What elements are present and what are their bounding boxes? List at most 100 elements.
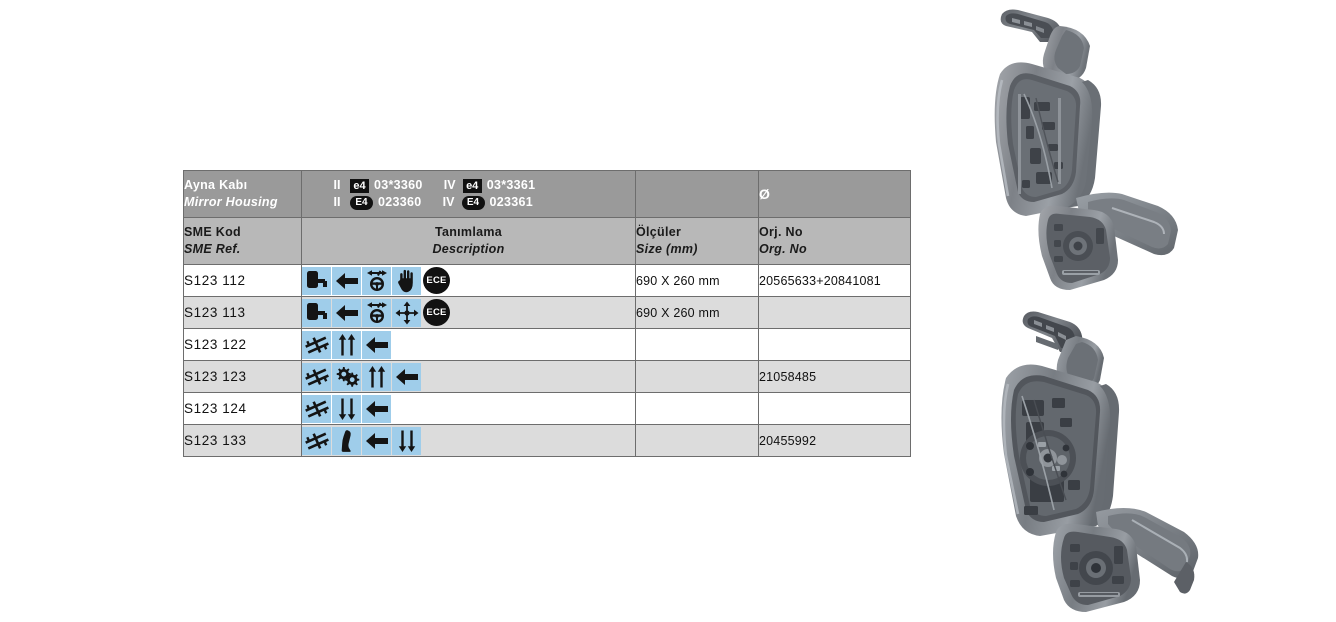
table-row: S123 123 [183, 360, 911, 393]
arrow-left-icon [332, 266, 361, 295]
row-original-no [758, 296, 911, 329]
arrow-left-icon [362, 330, 391, 359]
row-size [635, 392, 759, 425]
arrow-left-icon [332, 298, 361, 327]
table-row: S123 124 [183, 392, 911, 425]
column-header-size: Ölçüler Size (mm) [635, 217, 759, 265]
approval-1-number: 03*3361 [486, 178, 536, 192]
mirror-housing-icon [302, 266, 331, 295]
arrow-left-icon [362, 394, 391, 423]
arrow-left-icon [392, 362, 421, 391]
arrows-up-double-icon [332, 330, 361, 359]
E4-oval-badge-icon: E4 [350, 195, 373, 210]
column-header-description: Tanımlama Description [301, 217, 636, 265]
row-code: S123 124 [183, 392, 302, 425]
table-row: S123 112 [183, 264, 911, 297]
approval-numbers-cell: II e4 03*3360 IV e4 03*3361 II E4 023360… [301, 170, 636, 218]
approval-3-roman: IV [442, 195, 455, 209]
e4-square-badge-icon: e4 [350, 178, 369, 193]
row-description-icons: ECE [301, 296, 636, 329]
table-row: S123 122 [183, 328, 911, 361]
row-original-no: 21058485 [758, 360, 911, 393]
column-header-original: Orj. No Org. No [758, 217, 911, 265]
hand-icon [392, 266, 421, 295]
e4-square-badge-icon-2: e4 [462, 178, 482, 193]
approval-2-number: 023360 [378, 195, 422, 209]
approval-1-roman: IV [443, 178, 456, 192]
row-code: S123 112 [183, 264, 302, 297]
row-code: S123 123 [183, 360, 302, 393]
steering-wheel-adjust-icon [362, 298, 391, 327]
column-header-code-tr: SME Kod [184, 225, 241, 239]
product-name-en: Mirror Housing [184, 195, 278, 209]
four-way-arrow-icon [392, 298, 421, 327]
arrow-left-icon [362, 426, 391, 455]
row-size [635, 328, 759, 361]
row-description-icons [301, 392, 636, 425]
ece-badge-label: ECE [423, 267, 450, 294]
ece-badge-icon: ECE [422, 267, 451, 295]
icon-strip [302, 425, 635, 456]
mirror-bracket-icon [302, 330, 331, 359]
product-name-cell: Ayna Kabı Mirror Housing [183, 170, 302, 218]
icon-strip [302, 393, 635, 424]
row-original-no [758, 328, 911, 361]
row-size: 690 X 260 mm [635, 296, 759, 329]
table-header-approval-row: Ayna Kabı Mirror Housing II e4 03*3360 I… [183, 170, 911, 218]
mirror-bracket-icon [302, 362, 331, 391]
row-code: S123 133 [183, 424, 302, 457]
column-header-size-en: Size (mm) [636, 242, 698, 256]
steering-wheel-adjust-icon [362, 266, 391, 295]
approval-row-squared: II e4 03*3360 IV e4 03*3361 [302, 177, 635, 194]
icon-strip [302, 361, 635, 392]
arrows-down-double-icon [332, 394, 361, 423]
product-name-tr: Ayna Kabı [184, 178, 248, 192]
row-description-icons [301, 360, 636, 393]
arrows-down-double-icon [392, 426, 421, 455]
ece-badge-label: ECE [423, 299, 450, 326]
row-original-no: 20455992 [758, 424, 911, 457]
mirror-bracket-icon [302, 394, 331, 423]
row-code: S123 113 [183, 296, 302, 329]
mirror-bracket-icon [302, 426, 331, 455]
column-header-desc-tr: Tanımlama [434, 225, 503, 239]
icon-strip [302, 329, 635, 360]
mirror-housing-photo-lower [1000, 300, 1242, 614]
approval-0-number: 03*3360 [374, 178, 423, 192]
diameter-icon: Ø [759, 185, 770, 202]
approval-row-oval: II E4 023360 IV E4 023361 [302, 194, 635, 211]
row-description-icons: ECE [301, 264, 636, 297]
column-header-code-en: SME Ref. [184, 242, 241, 256]
column-header-orig-en: Org. No [759, 242, 807, 256]
row-original-no: 20565633+20841081 [758, 264, 911, 297]
row-size: 690 X 260 mm [635, 264, 759, 297]
row-description-icons [301, 328, 636, 361]
gears-icon [332, 362, 361, 391]
table-row: S123 133 [183, 424, 911, 457]
mirror-housing-photo-upper [962, 2, 1220, 298]
approval-2-roman: II [333, 195, 341, 209]
table-row: S123 113 [183, 296, 911, 329]
column-header-desc-en: Description [432, 242, 505, 256]
arrows-up-double-icon [362, 362, 391, 391]
table-header-columns-row: SME Kod SME Ref. Tanımlama Description Ö… [183, 217, 911, 265]
row-description-icons [301, 424, 636, 457]
E4-oval-badge-icon-2: E4 [461, 195, 485, 210]
column-header-orig-tr: Orj. No [759, 225, 803, 239]
row-code: S123 122 [183, 328, 302, 361]
header-spacer-cell [635, 170, 759, 218]
diameter-symbol-cell: Ø [758, 170, 911, 218]
row-size [635, 424, 759, 457]
row-original-no [758, 392, 911, 425]
icon-strip: ECE [302, 265, 635, 296]
approval-0-roman: II [333, 178, 341, 192]
row-size [635, 360, 759, 393]
column-header-code: SME Kod SME Ref. [183, 217, 302, 265]
approval-3-number: 023361 [489, 195, 534, 209]
column-header-size-tr: Ölçüler [636, 225, 682, 239]
mirror-housing-icon [302, 298, 331, 327]
mirror-housing-catalogue-table: Ayna Kabı Mirror Housing II e4 03*3360 I… [183, 170, 911, 457]
ece-badge-icon: ECE [422, 299, 451, 327]
rubber-boot-icon [332, 426, 361, 455]
icon-strip: ECE [302, 297, 635, 328]
